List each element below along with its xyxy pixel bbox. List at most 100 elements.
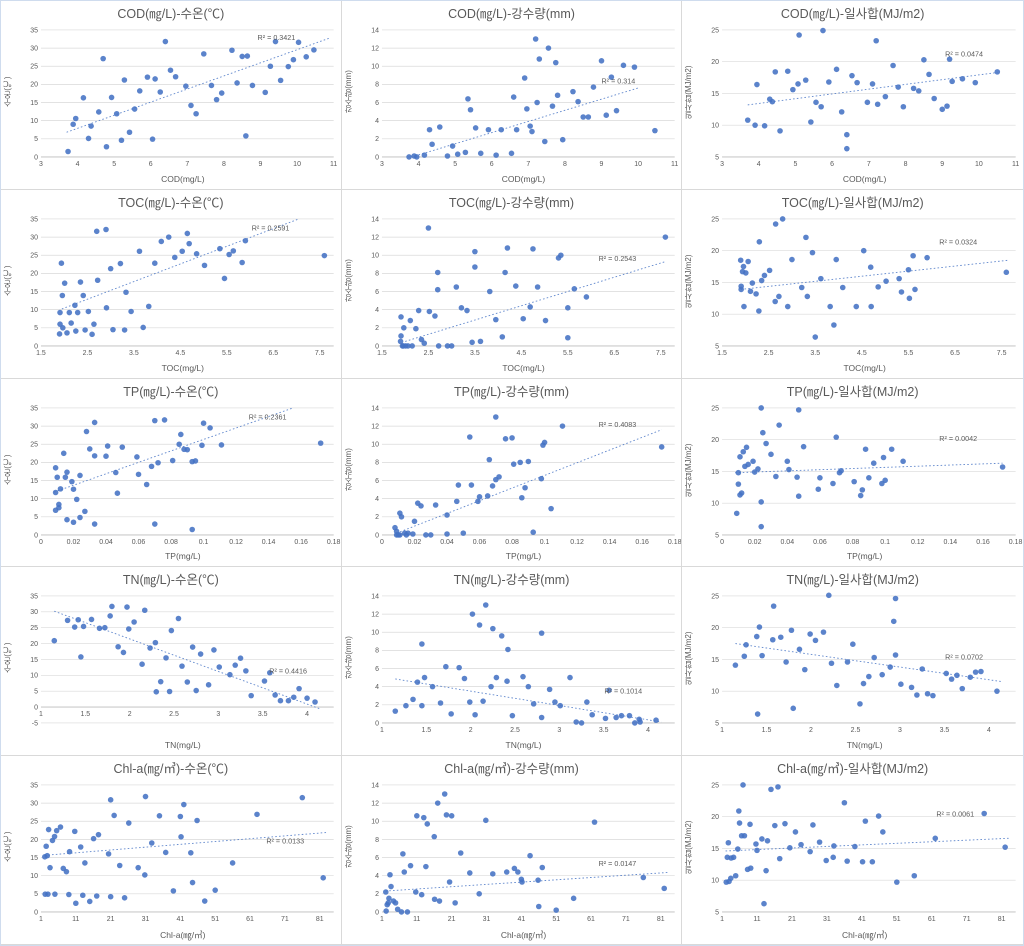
data-point (620, 62, 626, 69)
x-tick-label: 1.5 (80, 711, 90, 718)
data-point (947, 56, 953, 62)
data-point (82, 508, 88, 514)
x-tick-label: 4 (305, 711, 309, 718)
x-tick-label: 7.5 (656, 350, 666, 357)
y-tick-label: 8 (375, 837, 379, 844)
data-point (418, 336, 424, 343)
x-tick-label: 3.5 (940, 727, 950, 734)
data-point (830, 480, 837, 486)
data-point (80, 624, 87, 630)
y-axis-label: 수온(℃) (3, 643, 12, 674)
y-tick-label: 25 (30, 64, 38, 71)
data-point (741, 303, 748, 310)
data-point (468, 481, 474, 488)
data-point (802, 667, 808, 673)
data-point (412, 325, 419, 332)
data-point (876, 813, 882, 820)
data-point (926, 71, 933, 78)
data-point (405, 154, 412, 160)
data-point (65, 148, 71, 155)
x-axis-label: Chl-a(㎎/㎥) (500, 930, 547, 940)
y-tick-label: 10 (30, 873, 38, 880)
data-point (66, 891, 72, 898)
data-point (435, 342, 442, 349)
data-point (739, 833, 745, 839)
data-point (777, 128, 784, 134)
x-tick-label: 0.12 (229, 538, 243, 545)
data-point (662, 234, 668, 240)
x-tick-label: 3 (216, 711, 220, 718)
y-tick-label: 14 (371, 783, 379, 790)
data-point (193, 250, 200, 257)
x-tick-label: 8 (904, 161, 908, 168)
y-axis-label: 수온(℃) (3, 265, 12, 296)
data-point (184, 679, 191, 686)
data-point (152, 76, 158, 82)
x-tick-label: 6.5 (609, 350, 619, 357)
data-point (775, 784, 782, 790)
data-point (513, 126, 520, 133)
y-tick-label: 5 (34, 514, 38, 521)
data-point (866, 474, 872, 481)
data-point (818, 275, 824, 282)
data-point (193, 688, 199, 694)
data-point (661, 885, 667, 892)
x-tick-label: 61 (246, 916, 254, 923)
data-point (545, 45, 551, 51)
data-point (208, 82, 215, 89)
data-point (879, 672, 886, 678)
chart-tn-solar: TN(㎎/L)-일사합(MJ/m2) 일사합(MJ/m2) 5 10 15 20 25 1… (682, 567, 1023, 757)
data-point (86, 445, 93, 452)
data-point (226, 251, 232, 258)
data-point (912, 286, 919, 293)
data-point (737, 453, 744, 460)
y-tick-label: 25 (30, 819, 38, 826)
x-tick-label: 31 (823, 916, 831, 923)
y-tick-label: 25 (30, 441, 38, 448)
chart-title: COD(㎎/L)-일사합(MJ/m2) (780, 7, 925, 21)
data-point (244, 53, 251, 59)
data-point (755, 465, 762, 472)
data-point (881, 454, 887, 460)
trendline (54, 611, 321, 710)
x-tick-label: 2 (809, 727, 813, 734)
data-point (321, 252, 328, 259)
r-squared-label: R² = 0.1014 (604, 688, 642, 696)
data-point (909, 684, 915, 691)
y-tick-label: 35 (30, 405, 38, 412)
x-tick-label: 0.08 (846, 538, 860, 545)
x-tick-label: 21 (788, 916, 796, 923)
trendline (385, 872, 668, 892)
data-point (747, 821, 754, 828)
data-point (871, 460, 877, 466)
data-point (112, 469, 119, 475)
data-point (808, 119, 814, 125)
r-squared-label: R² = 0.0133 (266, 838, 304, 846)
data-point (585, 114, 591, 120)
x-tick-label: 7.5 (315, 350, 325, 357)
y-tick-label: 25 (712, 783, 720, 790)
data-point (397, 332, 404, 339)
y-tick-label: 15 (30, 289, 38, 296)
data-point (539, 441, 546, 448)
data-point (954, 672, 961, 679)
data-point (385, 900, 391, 906)
y-tick-label: 0 (375, 532, 379, 539)
data-point (397, 338, 404, 344)
data-point (891, 618, 897, 625)
data-point (464, 96, 471, 102)
data-point (883, 278, 890, 284)
data-point (77, 514, 83, 520)
data-point (921, 57, 928, 63)
data-point (285, 63, 292, 70)
data-point (527, 123, 533, 129)
data-point (523, 106, 530, 112)
data-point (52, 891, 58, 898)
data-point (312, 699, 318, 706)
data-point (598, 58, 604, 64)
x-tick-label: 1 (380, 916, 384, 923)
data-point (254, 811, 260, 818)
data-point (467, 106, 473, 113)
